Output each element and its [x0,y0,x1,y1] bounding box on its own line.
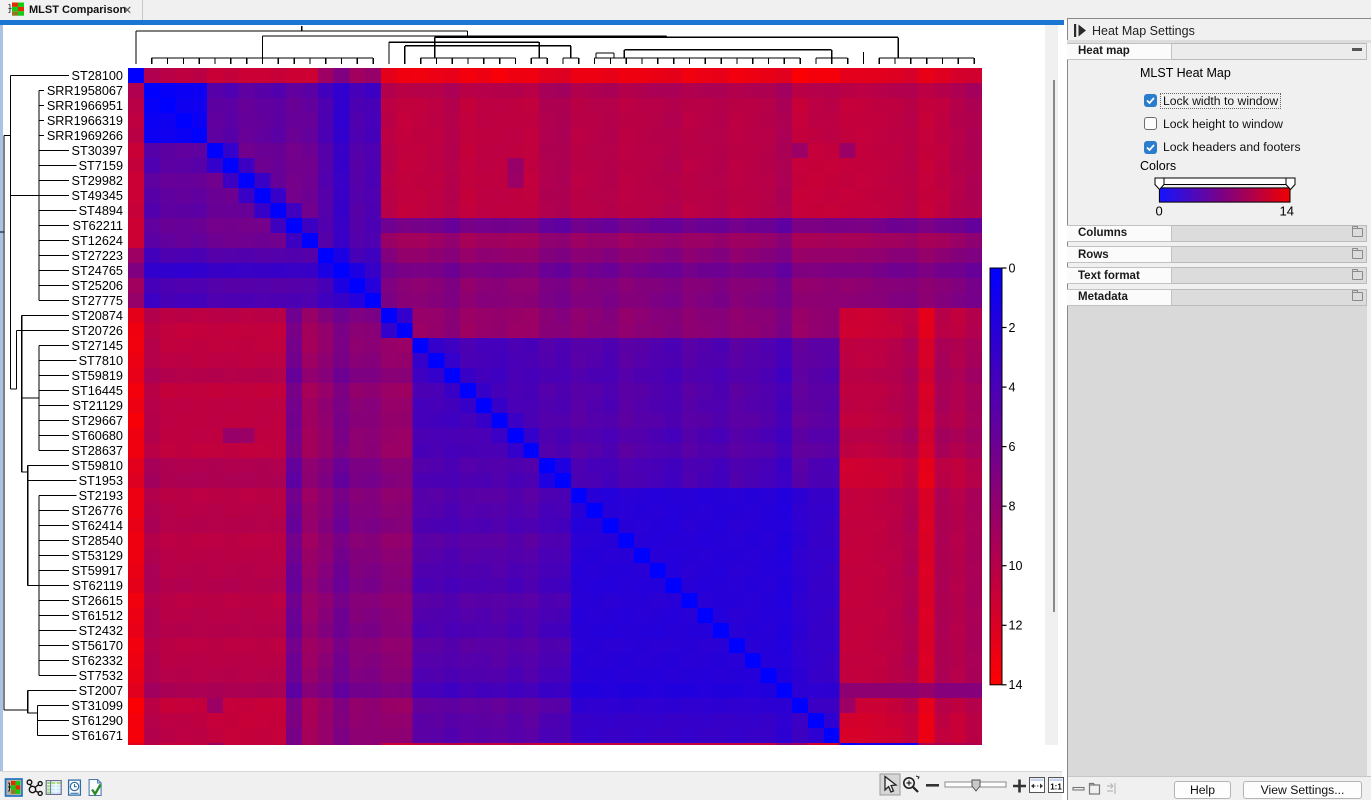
svg-text:SRR1966319: SRR1966319 [47,114,123,128]
svg-text:ST25206: ST25206 [72,279,124,293]
svg-text:ST1953: ST1953 [79,474,123,488]
svg-text:ST27223: ST27223 [72,249,124,263]
svg-text:6: 6 [1009,440,1016,454]
svg-text:ST26615: ST26615 [72,594,124,608]
svg-text:1:1: 1:1 [1050,783,1062,792]
svg-text:8: 8 [1009,500,1016,514]
svg-text:ST31099: ST31099 [72,699,124,713]
svg-text:ST2432: ST2432 [79,624,123,638]
svg-text:ST12624: ST12624 [72,234,124,248]
svg-text:ST59819: ST59819 [72,369,124,383]
svg-text:ST29667: ST29667 [72,414,124,428]
svg-text:ST62332: ST62332 [72,654,124,668]
svg-text:ST27145: ST27145 [72,339,124,353]
svg-text:ST29982: ST29982 [72,174,124,188]
svg-text:ST7810: ST7810 [79,354,123,368]
svg-text:ST28540: ST28540 [72,534,124,548]
svg-text:ST62119: ST62119 [72,579,123,593]
svg-text:4: 4 [1009,380,1016,394]
svg-text:14: 14 [1280,204,1294,219]
svg-text:ST26776: ST26776 [72,504,124,518]
svg-text:SRR1958067: SRR1958067 [47,84,123,98]
svg-text:ST7159: ST7159 [79,159,123,173]
svg-text:ST28100: ST28100 [72,69,124,83]
svg-text:ST27775: ST27775 [72,294,124,308]
svg-text:10: 10 [1009,559,1023,573]
svg-text:ST2007: ST2007 [79,684,123,698]
svg-text:ST2193: ST2193 [79,489,123,503]
svg-text:ST21129: ST21129 [72,399,123,413]
svg-text:ST24765: ST24765 [72,264,124,278]
svg-text:ST53129: ST53129 [72,549,124,563]
svg-text:ST30397: ST30397 [72,144,124,158]
svg-text:ST20726: ST20726 [72,324,124,338]
svg-text:SRR1966951: SRR1966951 [47,99,123,113]
svg-text:ST59810: ST59810 [72,459,124,473]
svg-text:ST60680: ST60680 [72,429,124,443]
svg-text:14: 14 [1009,678,1023,692]
svg-text:0: 0 [1009,261,1016,275]
svg-text:ST62211: ST62211 [72,219,123,233]
svg-text:ST56170: ST56170 [72,639,124,653]
svg-text:ST49345: ST49345 [72,189,124,203]
svg-text:ST7532: ST7532 [79,669,123,683]
svg-text:ST61512: ST61512 [72,609,124,623]
svg-text:ST4894: ST4894 [79,204,123,218]
svg-text:ST28637: ST28637 [72,444,124,458]
svg-text:2: 2 [1009,321,1016,335]
svg-text:12: 12 [1009,619,1023,633]
svg-text:0: 0 [1156,204,1163,219]
svg-text:ST20874: ST20874 [72,309,124,323]
svg-text:ST59917: ST59917 [72,564,124,578]
svg-text:ST16445: ST16445 [72,384,124,398]
svg-text:ST61290: ST61290 [72,714,124,728]
svg-text:SRR1969266: SRR1969266 [47,129,123,143]
svg-text:ST61671: ST61671 [72,729,124,743]
svg-text:ST62414: ST62414 [72,519,124,533]
